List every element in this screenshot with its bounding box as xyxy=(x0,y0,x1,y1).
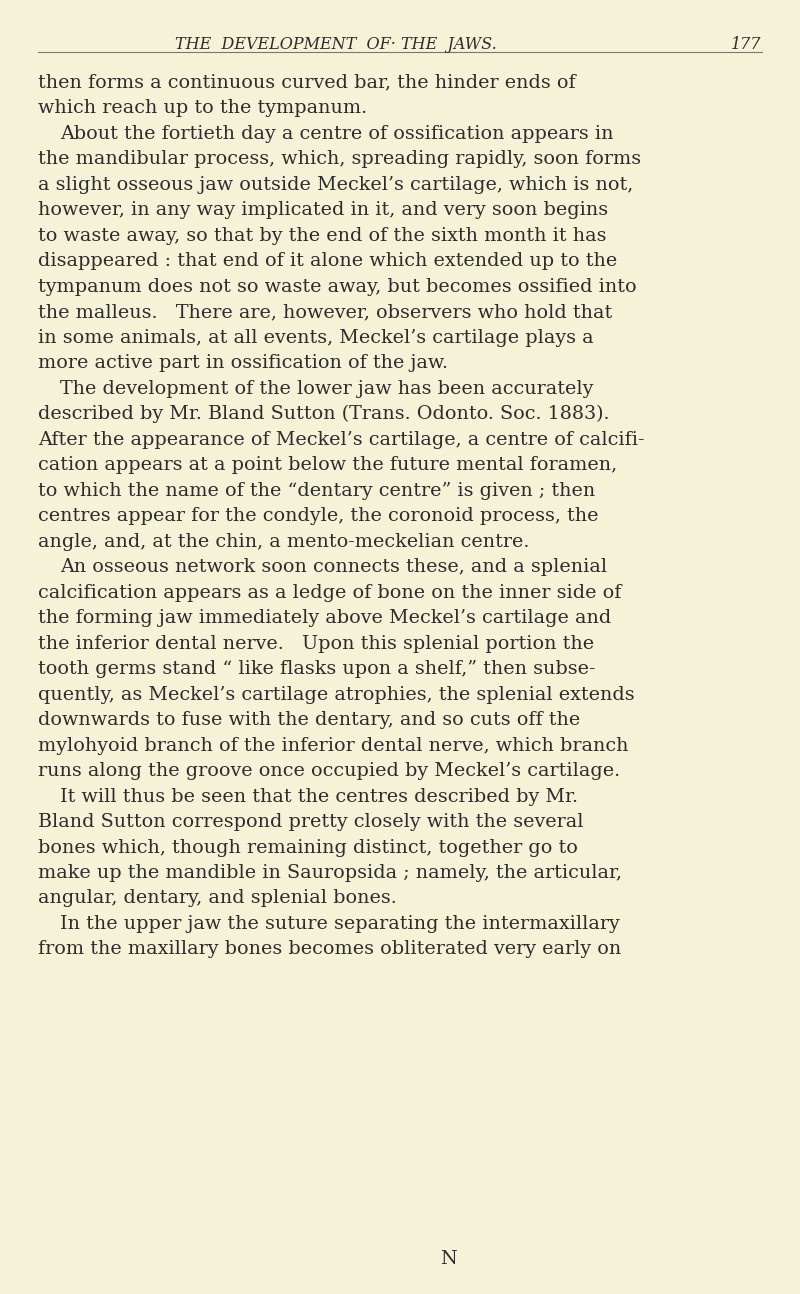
Text: In the upper jaw the suture separating the intermaxillary: In the upper jaw the suture separating t… xyxy=(60,915,620,933)
Text: from the maxillary bones becomes obliterated very early on: from the maxillary bones becomes obliter… xyxy=(38,941,622,959)
Text: make up the mandible in Sauropsida ; namely, the articular,: make up the mandible in Sauropsida ; nam… xyxy=(38,864,622,883)
Text: downwards to fuse with the dentary, and so cuts off the: downwards to fuse with the dentary, and … xyxy=(38,712,581,729)
Text: the mandibular process, which, spreading rapidly, soon forms: the mandibular process, which, spreading… xyxy=(38,150,642,168)
Text: more active part in ossification of the jaw.: more active part in ossification of the … xyxy=(38,355,448,373)
Text: tooth germs stand “ like flasks upon a shelf,” then subse-: tooth germs stand “ like flasks upon a s… xyxy=(38,660,596,678)
Text: The development of the lower jaw has been accurately: The development of the lower jaw has bee… xyxy=(60,379,594,397)
Text: the inferior dental nerve.   Upon this splenial portion the: the inferior dental nerve. Upon this spl… xyxy=(38,634,594,652)
Text: disappeared : that end of it alone which extended up to the: disappeared : that end of it alone which… xyxy=(38,252,618,270)
Text: calcification appears as a ledge of bone on the inner side of: calcification appears as a ledge of bone… xyxy=(38,584,622,602)
Text: About the fortieth day a centre of ossification appears in: About the fortieth day a centre of ossif… xyxy=(60,124,614,142)
Text: however, in any way implicated in it, and very soon begins: however, in any way implicated in it, an… xyxy=(38,202,609,219)
Text: THE  DEVELOPMENT  OF· THE  JAWS.: THE DEVELOPMENT OF· THE JAWS. xyxy=(175,36,497,53)
Text: which reach up to the tympanum.: which reach up to the tympanum. xyxy=(38,100,367,118)
Text: to waste away, so that by the end of the sixth month it has: to waste away, so that by the end of the… xyxy=(38,226,607,245)
Text: cation appears at a point below the future mental foramen,: cation appears at a point below the futu… xyxy=(38,457,618,474)
Text: runs along the groove once occupied by Meckel’s cartilage.: runs along the groove once occupied by M… xyxy=(38,762,621,780)
Text: then forms a continuous curved bar, the hinder ends of: then forms a continuous curved bar, the … xyxy=(38,74,576,92)
Text: N: N xyxy=(440,1250,456,1268)
Text: the malleus.   There are, however, observers who hold that: the malleus. There are, however, observe… xyxy=(38,303,613,321)
Text: It will thus be seen that the centres described by Mr.: It will thus be seen that the centres de… xyxy=(60,788,578,806)
Text: quently, as Meckel’s cartilage atrophies, the splenial extends: quently, as Meckel’s cartilage atrophies… xyxy=(38,686,635,704)
Text: described by Mr. Bland Sutton (Trans. Odonto. Soc. 1883).: described by Mr. Bland Sutton (Trans. Od… xyxy=(38,405,610,423)
Text: After the appearance of Meckel’s cartilage, a centre of calcifi-: After the appearance of Meckel’s cartila… xyxy=(38,431,645,449)
Text: Bland Sutton correspond pretty closely with the several: Bland Sutton correspond pretty closely w… xyxy=(38,813,584,831)
Text: mylohyoid branch of the inferior dental nerve, which branch: mylohyoid branch of the inferior dental … xyxy=(38,736,629,754)
Text: bones which, though remaining distinct, together go to: bones which, though remaining distinct, … xyxy=(38,839,578,857)
Text: An osseous network soon connects these, and a splenial: An osseous network soon connects these, … xyxy=(60,558,607,576)
Text: the forming jaw immediately above Meckel’s cartilage and: the forming jaw immediately above Meckel… xyxy=(38,609,612,628)
Text: 177: 177 xyxy=(731,36,762,53)
Text: a slight osseous jaw outside Meckel’s cartilage, which is not,: a slight osseous jaw outside Meckel’s ca… xyxy=(38,176,634,194)
Text: centres appear for the condyle, the coronoid process, the: centres appear for the condyle, the coro… xyxy=(38,507,599,525)
Text: in some animals, at all events, Meckel’s cartilage plays a: in some animals, at all events, Meckel’s… xyxy=(38,329,594,347)
Text: angle, and, at the chin, a mento-meckelian centre.: angle, and, at the chin, a mento-meckeli… xyxy=(38,533,530,551)
Text: to which the name of the “dentary centre” is given ; then: to which the name of the “dentary centre… xyxy=(38,481,596,499)
Text: angular, dentary, and splenial bones.: angular, dentary, and splenial bones. xyxy=(38,889,397,907)
Text: tympanum does not so waste away, but becomes ossified into: tympanum does not so waste away, but bec… xyxy=(38,278,637,296)
